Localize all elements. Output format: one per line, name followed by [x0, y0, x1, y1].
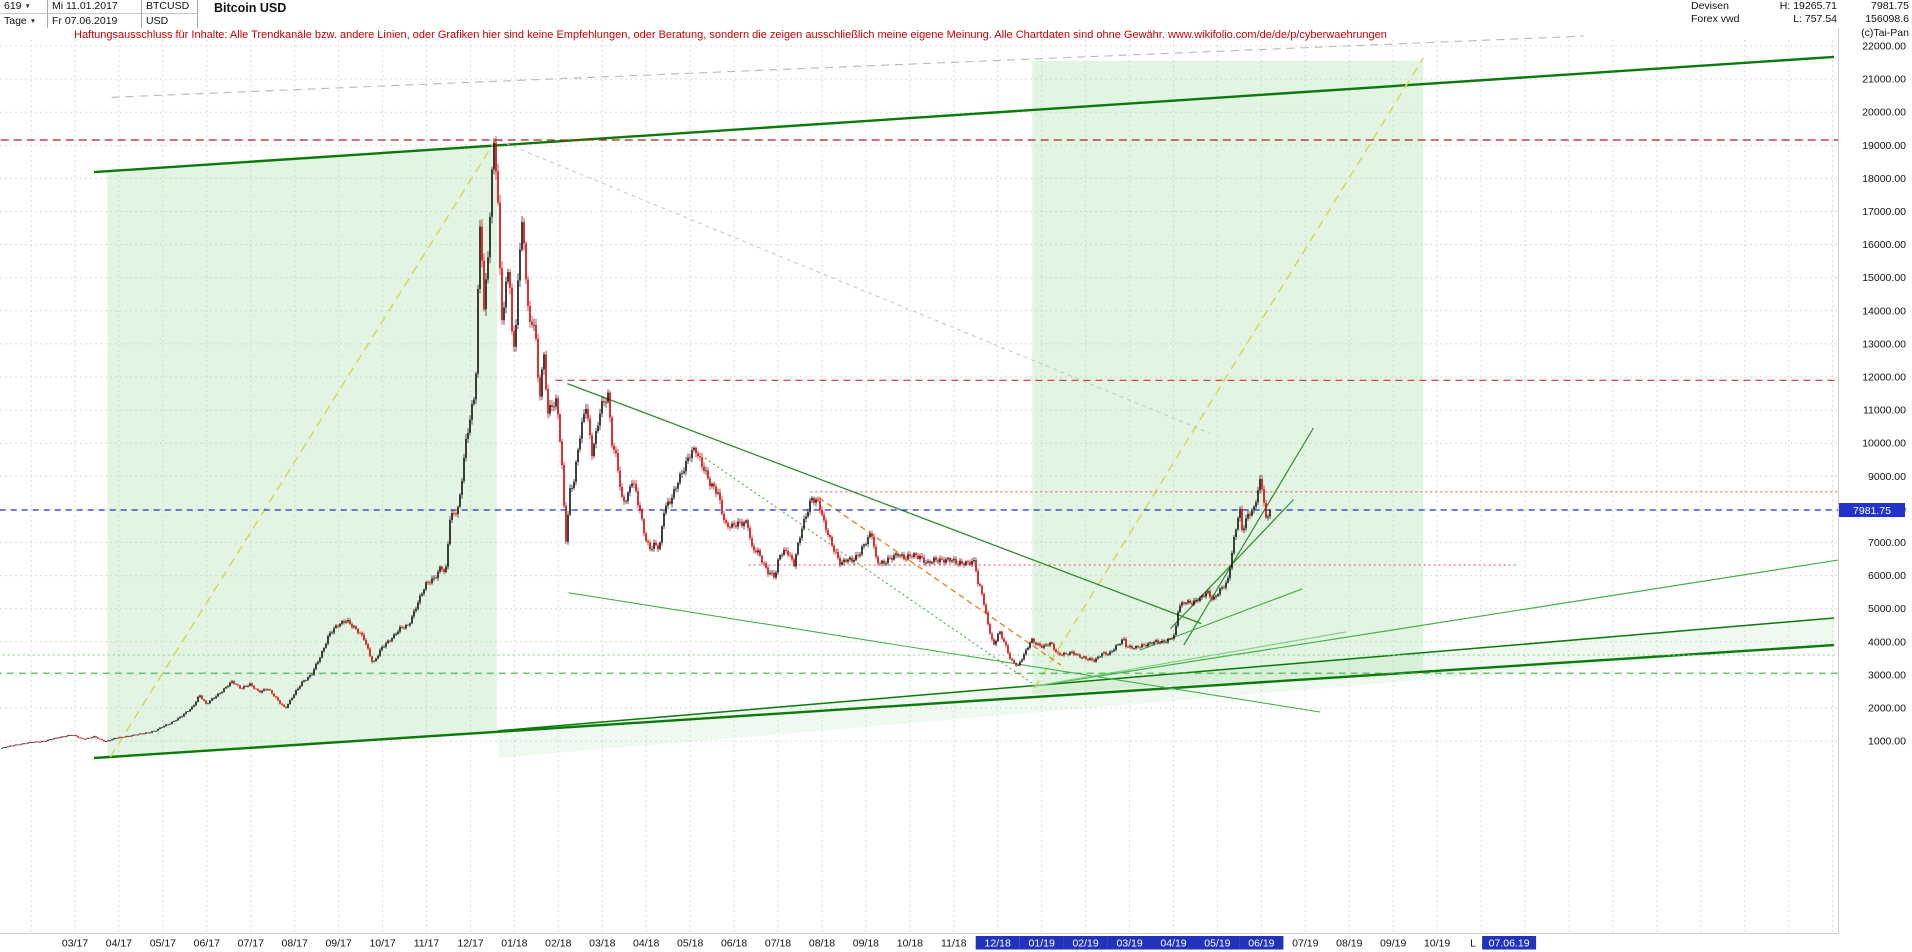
start-date-value: Mi 11.01.2017	[52, 0, 118, 12]
period-value: Tage	[4, 14, 27, 27]
svg-text:4000.00: 4000.00	[1868, 636, 1906, 648]
svg-text:04/18: 04/18	[633, 938, 659, 950]
svg-text:18000.00: 18000.00	[1862, 173, 1906, 185]
period-high-label: H: 19265.71	[1779, 0, 1837, 12]
svg-text:05/18: 05/18	[677, 938, 703, 950]
svg-text:12000.00: 12000.00	[1862, 372, 1906, 384]
svg-text:17000.00: 17000.00	[1862, 206, 1906, 218]
svg-text:08/17: 08/17	[282, 938, 308, 950]
page-title: Bitcoin USD	[210, 1, 291, 15]
period-low-label: L: 757.54	[1793, 13, 1837, 25]
disclaimer-text: Haftungsausschluss für Inhalte: Alle Tre…	[74, 29, 1387, 41]
svg-text:07/18: 07/18	[765, 938, 791, 950]
svg-text:02/19: 02/19	[1072, 938, 1098, 950]
svg-text:12/17: 12/17	[457, 938, 483, 950]
chevron-down-icon: ▼	[29, 17, 37, 25]
quote-panel: Devisen H: 19265.71 7981.75 Forex vwd L:…	[1691, 0, 1909, 26]
svg-text:1000.00: 1000.00	[1868, 736, 1906, 748]
svg-text:11/17: 11/17	[414, 938, 440, 950]
chevron-down-icon: ▼	[24, 3, 31, 10]
svg-text:14000.00: 14000.00	[1862, 305, 1906, 317]
svg-text:11/18: 11/18	[941, 938, 967, 950]
svg-text:21000.00: 21000.00	[1862, 74, 1906, 86]
start-date-field[interactable]: Mi 11.01.2017	[48, 0, 142, 14]
svg-text:09/17: 09/17	[325, 938, 351, 950]
svg-text:04/17: 04/17	[106, 938, 132, 950]
svg-text:11000.00: 11000.00	[1863, 405, 1906, 417]
svg-text:L: L	[1470, 938, 1476, 950]
trend-channel-regions	[107, 60, 1835, 758]
end-date-field[interactable]: Fr 07.06.2019	[48, 14, 142, 28]
svg-text:03/19: 03/19	[1116, 938, 1142, 950]
svg-text:10/19: 10/19	[1424, 938, 1450, 950]
svg-text:9000.00: 9000.00	[1868, 471, 1906, 483]
svg-text:6000.00: 6000.00	[1868, 570, 1906, 582]
svg-text:07.06.19: 07.06.19	[1489, 938, 1530, 950]
svg-text:04/19: 04/19	[1160, 938, 1186, 950]
svg-text:08/19: 08/19	[1336, 938, 1362, 950]
svg-text:02/18: 02/18	[545, 938, 571, 950]
currency-label: USD	[142, 14, 198, 28]
svg-text:13000.00: 13000.00	[1862, 338, 1906, 350]
bars-count-dropdown[interactable]: 619 ▼	[0, 0, 48, 14]
candles	[1, 136, 1271, 749]
svg-text:01/18: 01/18	[501, 938, 527, 950]
svg-text:07/19: 07/19	[1292, 938, 1318, 950]
last-price-label: 7981.75	[1871, 0, 1909, 12]
svg-text:7000.00: 7000.00	[1868, 537, 1906, 549]
instrument-panel: 619 ▼ Mi 11.01.2017 BTCUSD Tage ▼ Fr 07.…	[0, 0, 198, 28]
svg-text:3000.00: 3000.00	[1868, 669, 1906, 681]
svg-text:03/17: 03/17	[62, 938, 88, 950]
svg-text:12/18: 12/18	[985, 938, 1011, 950]
svg-text:05/19: 05/19	[1204, 938, 1230, 950]
svg-text:08/18: 08/18	[809, 938, 835, 950]
svg-text:5000.00: 5000.00	[1868, 603, 1906, 615]
svg-text:20000.00: 20000.00	[1862, 107, 1906, 119]
end-date-value: Fr 07.06.2019	[52, 14, 118, 27]
source-label: Forex vwd	[1691, 13, 1740, 25]
svg-text:09/18: 09/18	[853, 938, 879, 950]
svg-text:16000.00: 16000.00	[1862, 239, 1906, 251]
svg-text:10/17: 10/17	[369, 938, 395, 950]
grid	[0, 40, 1838, 933]
symbol-field[interactable]: BTCUSD	[142, 0, 198, 14]
svg-text:15000.00: 15000.00	[1862, 272, 1906, 284]
category-label: Devisen	[1691, 0, 1729, 12]
header-bar: 619 ▼ Mi 11.01.2017 BTCUSD Tage ▼ Fr 07.…	[0, 0, 1912, 28]
svg-text:22000.00: 22000.00	[1862, 41, 1906, 53]
svg-text:2000.00: 2000.00	[1868, 703, 1906, 715]
svg-text:06/19: 06/19	[1248, 938, 1274, 950]
current-price-badge: 7981.75	[1839, 503, 1905, 517]
svg-text:09/19: 09/19	[1380, 938, 1406, 950]
x-axis-labels: 03/17 04/17 05/17 06/17 07/17 08/17 09/17 10/17…	[62, 936, 1537, 950]
svg-text:06/17: 06/17	[194, 938, 220, 950]
svg-text:05/17: 05/17	[150, 938, 176, 950]
y-axis-labels: 22000.00 21000.00 20000.00 19000.00 18000.00…	[1862, 41, 1906, 748]
price-levels	[0, 139, 1838, 674]
svg-text:06/18: 06/18	[721, 938, 747, 950]
volume-label: 156098.6	[1865, 13, 1909, 25]
symbol-value: BTCUSD	[146, 0, 190, 12]
trendlines	[93, 35, 1838, 760]
svg-text:19000.00: 19000.00	[1862, 140, 1906, 152]
svg-text:03/18: 03/18	[589, 938, 615, 950]
plot-border	[0, 28, 1839, 934]
svg-text:10/18: 10/18	[897, 938, 923, 950]
period-dropdown[interactable]: Tage ▼	[0, 14, 48, 28]
svg-text:10000.00: 10000.00	[1862, 438, 1906, 450]
svg-text:01/19: 01/19	[1029, 938, 1055, 950]
copyright-label: (c)Tai-Pan	[1861, 27, 1909, 39]
svg-text:07/17: 07/17	[238, 938, 264, 950]
svg-text:7981.75: 7981.75	[1853, 505, 1891, 517]
bars-count-value: 619	[4, 0, 22, 12]
